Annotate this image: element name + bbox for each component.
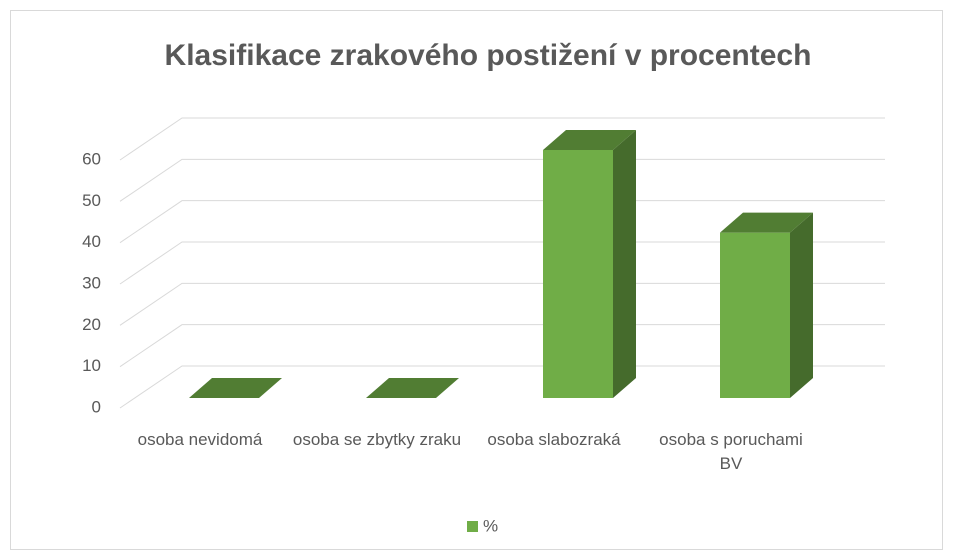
grid-line — [119, 324, 885, 368]
grid-line — [119, 241, 885, 285]
legend-swatch — [467, 521, 478, 532]
grid-line — [119, 117, 885, 161]
bar — [543, 150, 613, 398]
x-tick-label: osoba nevidomá — [137, 430, 263, 449]
y-tick-label: 40 — [82, 232, 101, 251]
y-tick-label: 50 — [82, 191, 101, 210]
x-tick-label: osoba s poruchami BV — [659, 430, 803, 473]
bar-top — [543, 130, 636, 150]
x-tick-label: osoba se zbytky zraku — [292, 430, 462, 449]
bar-side — [790, 212, 813, 398]
legend-label: % — [483, 516, 498, 535]
grid-line — [119, 282, 885, 326]
x-tick-label: osoba slabozraká — [487, 430, 621, 449]
y-tick-label: 0 — [92, 397, 101, 416]
grid-line — [119, 158, 885, 202]
bar-side — [613, 130, 636, 398]
bar-top — [189, 378, 282, 398]
y-tick-label: 20 — [82, 315, 101, 334]
bar — [720, 232, 790, 398]
y-tick-label: 10 — [82, 356, 101, 375]
chart-title: Klasifikace zrakového postižení v procen… — [165, 39, 812, 72]
bar-top — [366, 378, 459, 398]
y-tick-label: 30 — [82, 273, 101, 292]
y-tick-label: 60 — [82, 149, 101, 168]
grid-line — [119, 365, 885, 409]
grid-line — [119, 200, 885, 244]
bar-top — [720, 212, 813, 233]
